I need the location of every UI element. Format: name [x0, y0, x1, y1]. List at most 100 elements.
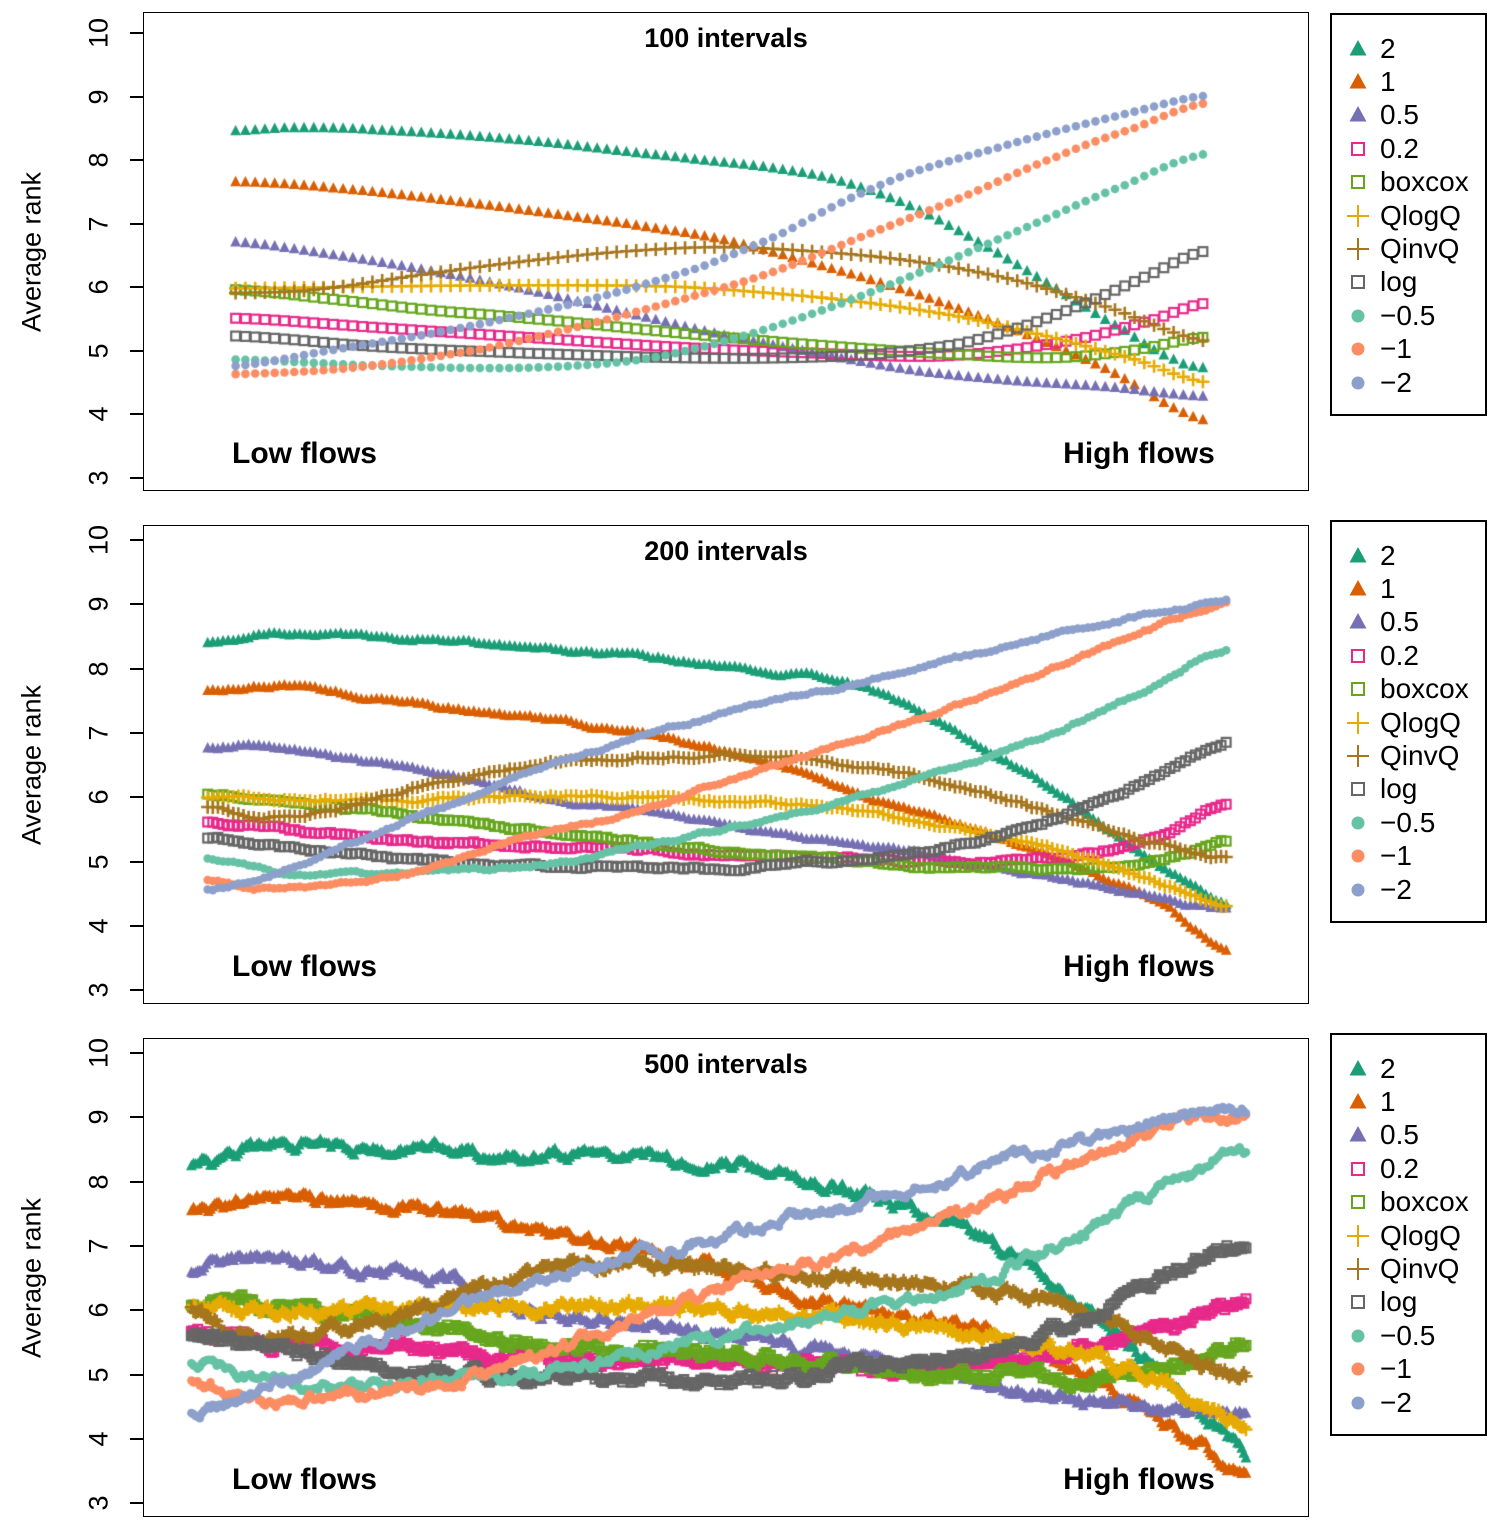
- plot-canvas-100-intervals: [144, 13, 1308, 490]
- y-axis-tick: [130, 539, 143, 541]
- square-icon: [1351, 648, 1365, 663]
- y-axis-tick-label: 3: [83, 982, 114, 998]
- triangle-icon: [1349, 580, 1367, 596]
- panel-title: 500 intervals: [644, 1049, 808, 1079]
- circle-icon: [1351, 1396, 1365, 1410]
- y-axis-tick: [130, 159, 143, 161]
- y-axis-tick: [130, 924, 143, 927]
- y-axis-tick-label: 10: [83, 524, 114, 556]
- legend-item: −2: [1332, 873, 1485, 906]
- legend-label: log: [1380, 773, 1418, 805]
- legend-item: QinvQ: [1332, 739, 1485, 772]
- square-icon: [1351, 1161, 1365, 1176]
- y-axis-tick-label: 7: [83, 1238, 114, 1254]
- legend-label: −0.5: [1380, 806, 1436, 838]
- plus-icon: [1347, 204, 1369, 227]
- legend-item: −2: [1332, 366, 1485, 399]
- legend-item: 0.5: [1332, 606, 1485, 639]
- legend-item: 1: [1332, 65, 1485, 98]
- y-axis-tick: [130, 603, 143, 606]
- legend-label: 0.5: [1380, 99, 1419, 131]
- legend: 2 1 0.5 0.2 boxcox QlogQ QinvQ log −0.5 −1 −2: [1330, 520, 1487, 923]
- legend-item: 2: [1332, 1052, 1485, 1085]
- square-icon: [1351, 682, 1365, 697]
- legend-label: 1: [1380, 573, 1396, 605]
- legend-item: 1: [1332, 572, 1485, 605]
- y-axis-tick: [130, 731, 143, 734]
- legend-item: 1: [1332, 1085, 1485, 1118]
- y-axis-tick-label: 4: [83, 1431, 114, 1447]
- high-flows-label: High flows: [1063, 1463, 1215, 1496]
- y-axis-tick: [130, 1437, 143, 1440]
- y-axis-tick: [130, 222, 143, 225]
- y-axis-title: Average rank: [16, 684, 47, 846]
- circle-icon: [1351, 342, 1365, 356]
- legend-label: −2: [1380, 366, 1412, 398]
- panel-title: 200 intervals: [644, 536, 808, 566]
- legend-label: 0.2: [1380, 132, 1419, 164]
- y-axis-tick-label: 9: [83, 88, 114, 105]
- legend-label: −1: [1380, 840, 1412, 872]
- y-axis-tick: [130, 476, 143, 479]
- circle-icon: [1351, 816, 1365, 830]
- legend-item: 2: [1332, 539, 1485, 572]
- triangle-icon: [1349, 1126, 1367, 1142]
- legend-label: −2: [1380, 1386, 1412, 1418]
- y-axis-tick: [130, 349, 143, 352]
- circle-icon: [1351, 1329, 1365, 1343]
- low-flows-label: Low flows: [232, 950, 377, 983]
- legend-item: −0.5: [1332, 1319, 1485, 1352]
- y-axis-tick-label: 10: [83, 17, 114, 49]
- y-axis-tick: [130, 1502, 143, 1505]
- y-axis-tick-label: 5: [83, 1366, 114, 1383]
- legend-label: 1: [1380, 66, 1396, 98]
- legend-item: 0.2: [1332, 1152, 1485, 1185]
- plus-icon: [1347, 1224, 1369, 1247]
- y-axis-tick-label: 8: [83, 152, 114, 168]
- y-axis-tick: [130, 1180, 143, 1183]
- legend-label: boxcox: [1380, 673, 1469, 705]
- y-axis-title: Average rank: [16, 1197, 47, 1359]
- y-axis-tick: [130, 286, 143, 288]
- legend-label: 0.2: [1380, 1152, 1419, 1184]
- plus-icon: [1347, 1258, 1369, 1281]
- legend-label: QlogQ: [1380, 706, 1461, 738]
- legend-label: 1: [1380, 1086, 1396, 1118]
- legend-label: QlogQ: [1380, 1219, 1461, 1251]
- y-axis-tick: [130, 989, 143, 992]
- plot-frame-200-intervals: 200 intervals Low flows High flows: [143, 525, 1309, 1004]
- legend-label: 0.2: [1380, 639, 1419, 671]
- legend-label: −2: [1380, 873, 1412, 905]
- triangle-icon: [1349, 1059, 1367, 1076]
- y-axis-tick: [130, 1116, 143, 1119]
- y-axis-tick-label: 5: [83, 853, 114, 870]
- y-axis-tick-label: 5: [83, 342, 114, 359]
- y-axis-tick-label: 7: [83, 215, 114, 232]
- y-axis-tick-label: 10: [83, 1037, 114, 1069]
- y-axis-tick-label: 6: [83, 279, 114, 295]
- y-axis-tick: [130, 1309, 143, 1312]
- legend: 2 1 0.5 0.2 boxcox QlogQ QinvQ log −0.5 −1 −2: [1330, 13, 1487, 416]
- square-icon: [1351, 175, 1365, 190]
- y-axis-tick-label: 6: [83, 789, 114, 805]
- y-axis-tick: [130, 1052, 143, 1054]
- circle-icon: [1351, 1362, 1365, 1376]
- y-axis-tick: [130, 32, 143, 34]
- triangle-icon: [1349, 613, 1367, 629]
- legend-label: 0.5: [1380, 606, 1419, 638]
- legend: 2 1 0.5 0.2 boxcox QlogQ QinvQ log −0.5 −1 −2: [1330, 1033, 1487, 1436]
- triangle-icon: [1349, 546, 1367, 563]
- square-icon: [1351, 782, 1365, 797]
- y-axis-tick: [130, 860, 143, 863]
- legend-item: −1: [1332, 1353, 1485, 1386]
- circle-icon: [1351, 849, 1365, 863]
- legend-item: −1: [1332, 840, 1485, 873]
- legend-item: QlogQ: [1332, 706, 1485, 739]
- legend-label: 2: [1380, 539, 1396, 571]
- legend-label: log: [1380, 1286, 1418, 1318]
- legend-item: boxcox: [1332, 673, 1485, 706]
- y-axis-tick-label: 8: [83, 661, 114, 677]
- plus-icon: [1347, 238, 1369, 261]
- square-icon: [1351, 1195, 1365, 1210]
